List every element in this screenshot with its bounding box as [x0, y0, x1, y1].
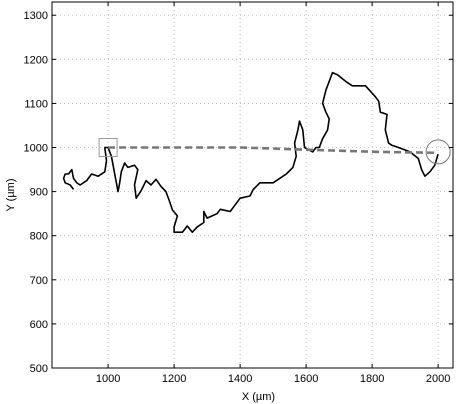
markers: [98, 138, 451, 165]
y-tick-label: 900: [30, 187, 48, 199]
displacement-line: [108, 146, 439, 155]
x-tick-label: 1600: [294, 373, 318, 385]
grid-lines: [52, 2, 453, 369]
start-square-marker: [98, 138, 118, 158]
y-tick-label: 500: [30, 363, 48, 375]
x-axis-label: X (µm): [242, 391, 275, 403]
y-tick-label: 1000: [24, 143, 48, 155]
y-tick-label: 1200: [24, 54, 48, 66]
y-tick-label: 700: [30, 275, 48, 287]
end-circle-marker: [425, 139, 451, 165]
x-tick-label: 2000: [426, 373, 450, 385]
series-layer: [62, 71, 439, 233]
x-tick-label: 1000: [96, 373, 120, 385]
y-axis-label: Y (µm): [5, 178, 17, 211]
y-tick-label: 1300: [24, 10, 48, 22]
y-tick-label: 1100: [24, 98, 48, 110]
trajectory-line: [62, 71, 439, 233]
y-tick-label: 600: [30, 319, 48, 331]
plot-frame: [51, 1, 454, 369]
x-tick-label: 1800: [360, 373, 384, 385]
axis-ticks: 1000 1200 1400 1600 1800 2000 500 600 700 800 900 1…: [24, 2, 453, 385]
x-tick-label: 1400: [228, 373, 252, 385]
x-tick-label: 1200: [162, 373, 186, 385]
y-tick-label: 800: [30, 231, 48, 243]
